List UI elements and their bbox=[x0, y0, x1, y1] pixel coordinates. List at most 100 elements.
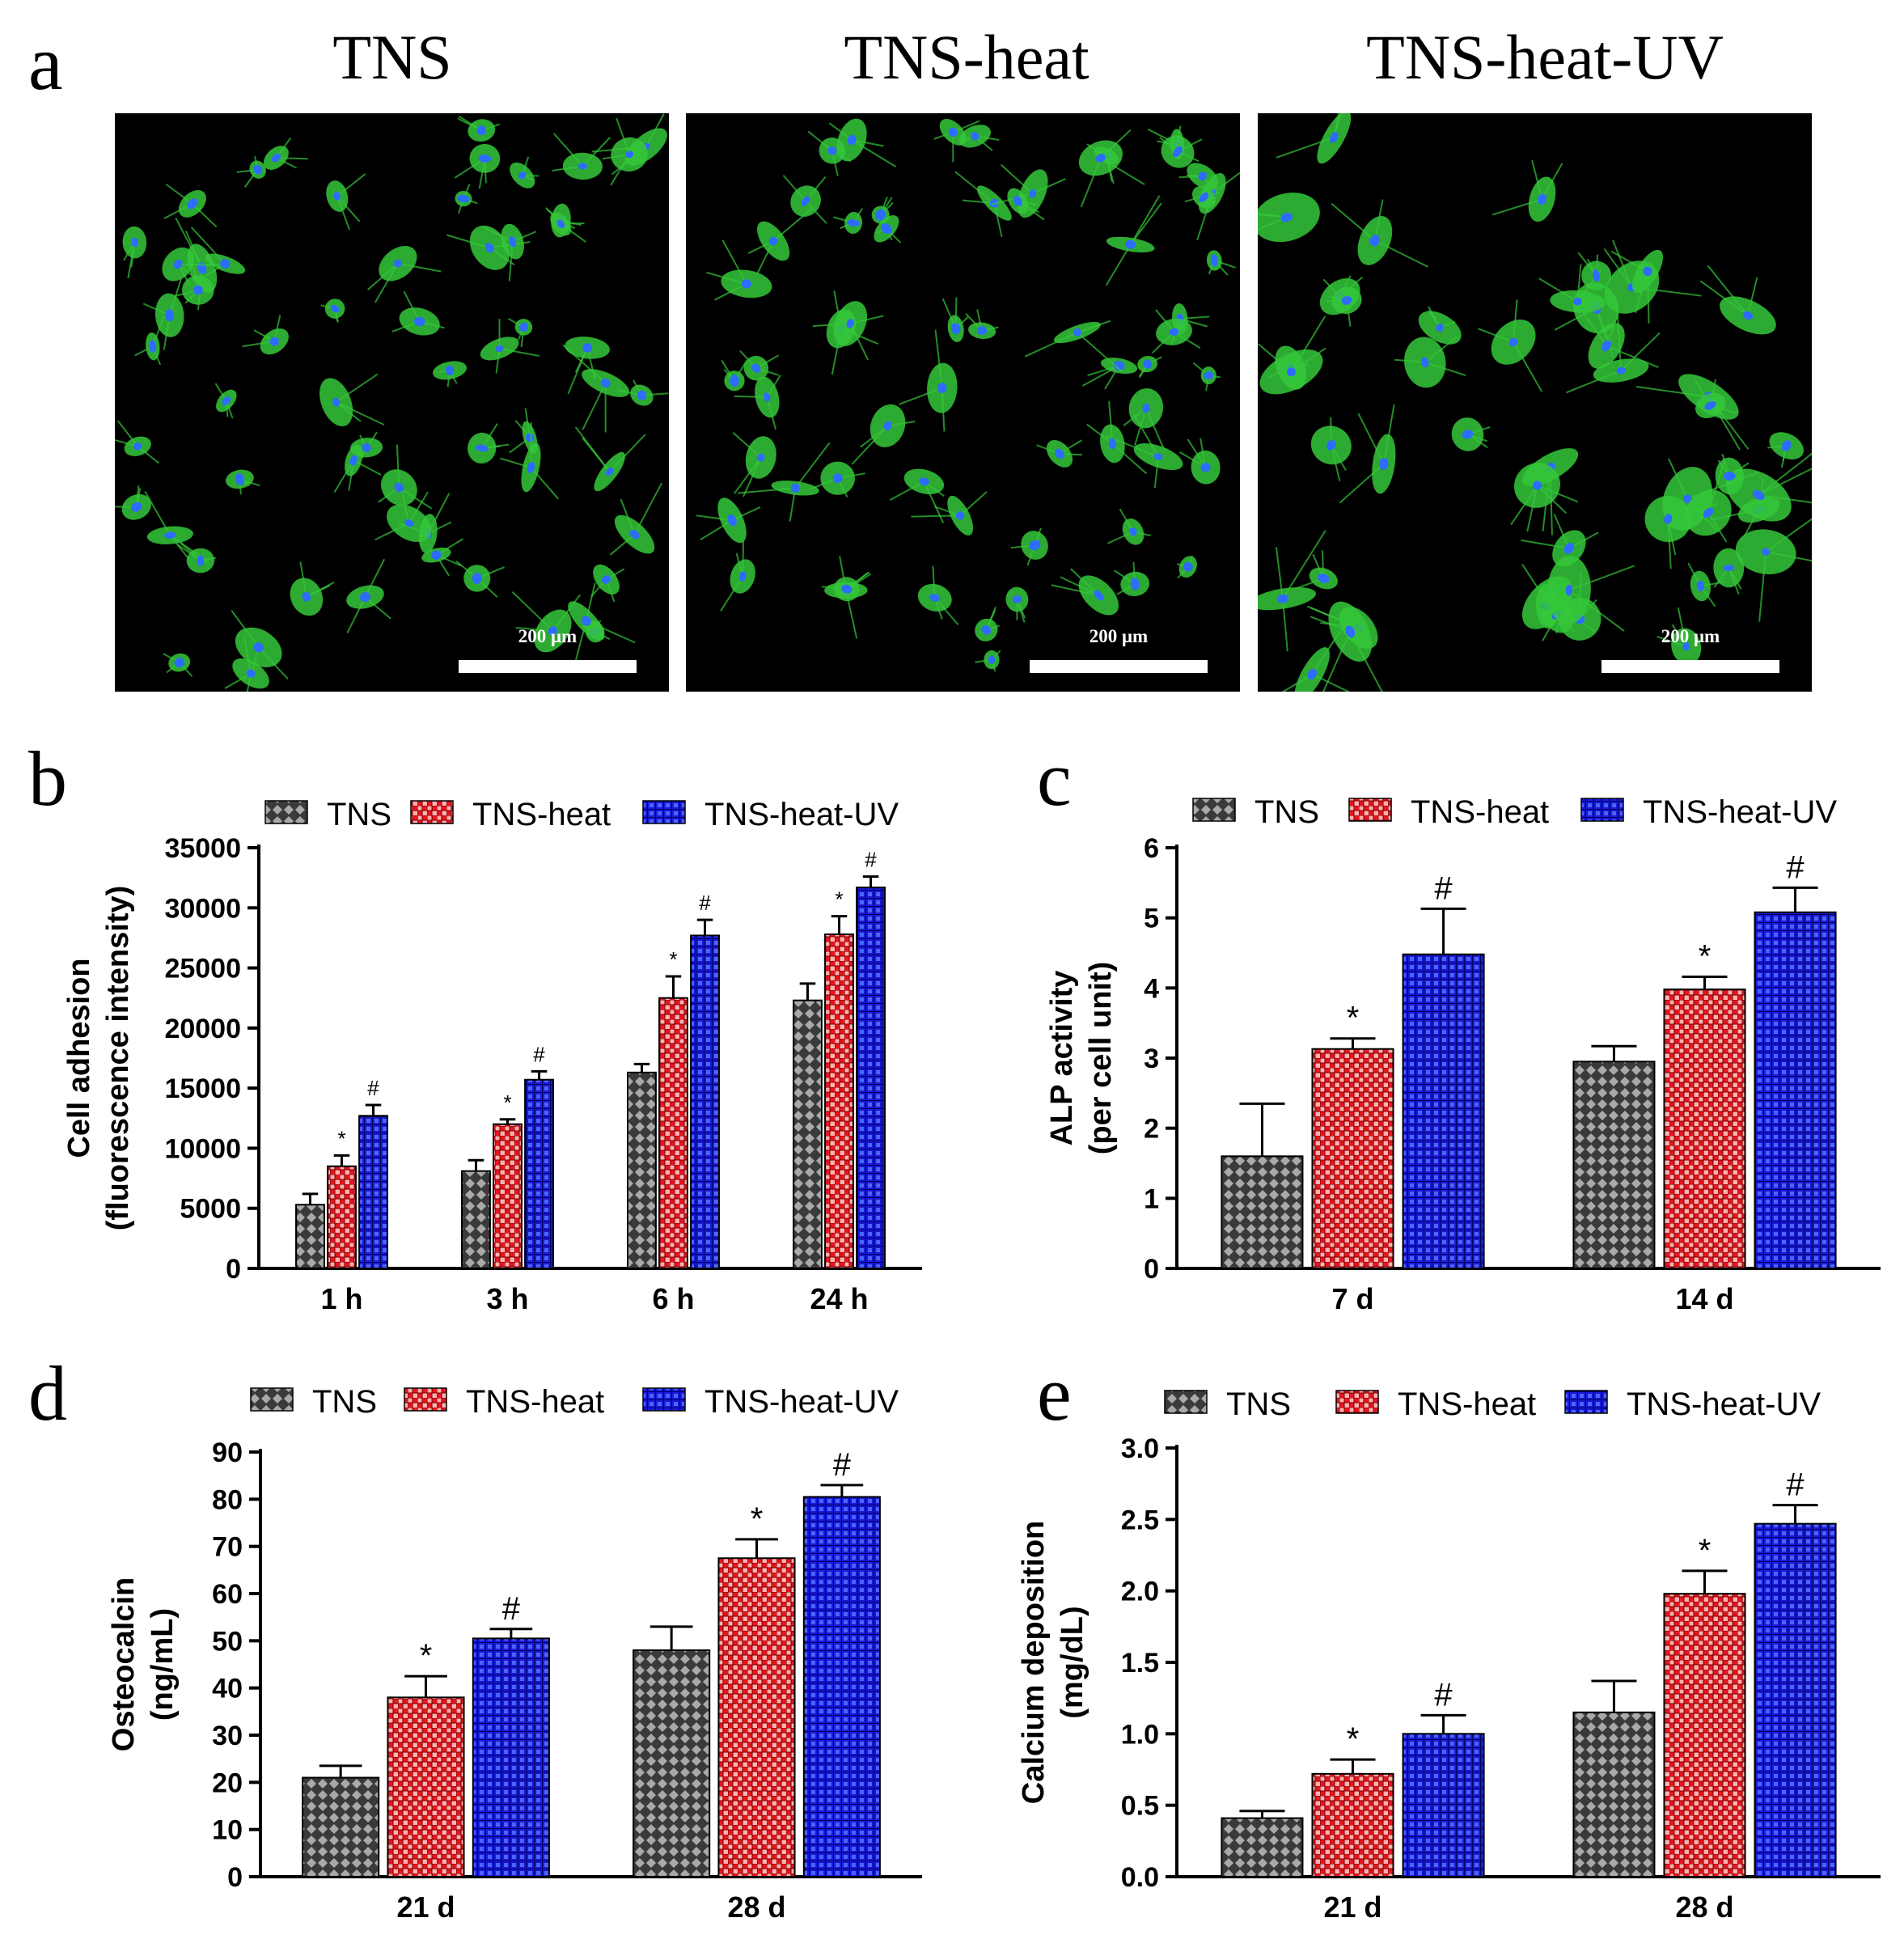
cell-filament bbox=[364, 596, 391, 620]
cell-nucleus bbox=[187, 198, 198, 210]
cell-nucleus bbox=[1204, 371, 1213, 380]
cell bbox=[1656, 607, 1702, 665]
cell-filament bbox=[116, 420, 139, 447]
cell bbox=[1394, 335, 1466, 388]
cell-filament bbox=[1373, 199, 1384, 241]
legend-label-tns: TNS bbox=[327, 797, 391, 832]
cell bbox=[1546, 555, 1635, 633]
cell-nucleus bbox=[302, 592, 311, 602]
cell-filament bbox=[335, 401, 362, 422]
significance-hash: # bbox=[367, 1076, 379, 1100]
cell bbox=[1007, 188, 1045, 221]
cell-nucleus bbox=[1318, 574, 1330, 583]
cell-nucleus bbox=[445, 365, 455, 375]
cell-filament bbox=[1349, 631, 1387, 692]
cell-filament bbox=[586, 620, 636, 644]
cell-filament bbox=[766, 396, 777, 430]
y-axis-label-units: (per cell unit) bbox=[1084, 962, 1118, 1155]
cell-filament bbox=[1330, 444, 1347, 472]
cell-filament bbox=[1634, 271, 1648, 314]
cell-nucleus bbox=[971, 132, 980, 141]
cell-filament bbox=[1129, 202, 1162, 245]
legend-swatch-tns-heat bbox=[404, 1387, 447, 1412]
cell-nucleus bbox=[1012, 595, 1022, 603]
bar-tns-heat-28d bbox=[1663, 1593, 1746, 1878]
y-tick-label: 30 bbox=[212, 1721, 243, 1751]
bar-tns-heat-uv-21d bbox=[472, 1637, 550, 1878]
cell-filament bbox=[706, 271, 747, 285]
cell-filament bbox=[1677, 607, 1687, 647]
cell-filament bbox=[1553, 514, 1570, 549]
legend-swatch-tns-heat-uv bbox=[1564, 1390, 1608, 1414]
cell-filament bbox=[1311, 673, 1360, 692]
cell-nucleus bbox=[1095, 154, 1106, 163]
cell bbox=[975, 650, 1001, 672]
cell-filament bbox=[400, 490, 410, 523]
cell-filament bbox=[1276, 136, 1335, 159]
bar-tns-1h bbox=[295, 1204, 325, 1270]
cell-nucleus bbox=[393, 259, 402, 268]
cell bbox=[319, 373, 385, 427]
cell-filament bbox=[1179, 318, 1208, 328]
cell-nucleus bbox=[131, 502, 142, 512]
cell bbox=[468, 423, 510, 464]
cell-nucleus bbox=[197, 555, 205, 566]
cell bbox=[242, 315, 289, 355]
cell bbox=[1610, 249, 1664, 324]
cell-nucleus bbox=[1172, 146, 1183, 158]
cell-filament bbox=[192, 203, 218, 228]
micrograph-tns-heat-cells bbox=[696, 118, 1240, 672]
cell bbox=[1297, 550, 1338, 590]
cell-nucleus bbox=[1210, 254, 1218, 267]
significance-star: * bbox=[835, 887, 843, 912]
cell bbox=[421, 538, 463, 577]
cell bbox=[510, 156, 539, 188]
cell-filament bbox=[346, 596, 366, 634]
cell-filament bbox=[1611, 239, 1633, 288]
legend-label-tns-heat: TNS-heat bbox=[1411, 794, 1549, 830]
cell bbox=[552, 133, 611, 180]
cell-nucleus bbox=[362, 442, 371, 452]
cell-filament bbox=[1258, 216, 1287, 248]
panel-letter-b: b bbox=[28, 735, 67, 822]
cell-filament bbox=[1077, 332, 1123, 373]
cell-filament bbox=[899, 387, 943, 405]
legend-swatch-tns bbox=[1192, 798, 1236, 822]
bar-tns-heat-7d bbox=[1311, 1048, 1394, 1269]
cell-filament bbox=[1707, 512, 1728, 543]
cell-filament bbox=[1016, 599, 1026, 623]
cell-filament bbox=[1119, 508, 1134, 532]
legend-swatch-tns-heat-uv bbox=[642, 1387, 686, 1412]
legend-label-tns-heat-uv: TNS-heat-UV bbox=[1627, 1387, 1821, 1422]
cell-filament bbox=[1746, 277, 1758, 316]
cell-filament bbox=[934, 506, 961, 517]
cell bbox=[1310, 601, 1387, 692]
cell-filament bbox=[1728, 567, 1740, 595]
cell-nucleus bbox=[738, 571, 747, 582]
cell-nucleus bbox=[764, 392, 771, 402]
bar-tns-7d bbox=[1221, 1155, 1304, 1270]
cell-filament bbox=[353, 459, 382, 476]
cell-nucleus bbox=[518, 171, 527, 180]
bar-tns-heat-21d bbox=[387, 1696, 465, 1878]
micrograph-tns-heat-uv-cells bbox=[1258, 113, 1812, 692]
cell-filament bbox=[454, 158, 485, 179]
cell-nucleus bbox=[841, 584, 853, 594]
y-tick-label: 80 bbox=[212, 1484, 243, 1515]
cell-filament bbox=[276, 157, 309, 160]
cell-filament bbox=[1080, 158, 1102, 208]
cell bbox=[290, 561, 335, 616]
cell-filament bbox=[789, 488, 797, 522]
cell-filament bbox=[1151, 331, 1175, 354]
panel-letter-d: d bbox=[28, 1350, 67, 1437]
cell-filament bbox=[512, 231, 537, 243]
cell-nucleus bbox=[1508, 337, 1518, 347]
cell bbox=[574, 426, 646, 492]
x-tick-label: 7 d bbox=[1331, 1282, 1373, 1315]
chart-d: d TNS TNS-heat TNS-heat-UV 0 10 20 30 40 50 60 70 80… bbox=[28, 1350, 922, 1924]
cell bbox=[738, 442, 831, 522]
significance-hash: # bbox=[1434, 1677, 1453, 1713]
cell-filament bbox=[180, 542, 201, 561]
cell bbox=[1669, 459, 1732, 543]
significance-star: * bbox=[669, 947, 677, 972]
